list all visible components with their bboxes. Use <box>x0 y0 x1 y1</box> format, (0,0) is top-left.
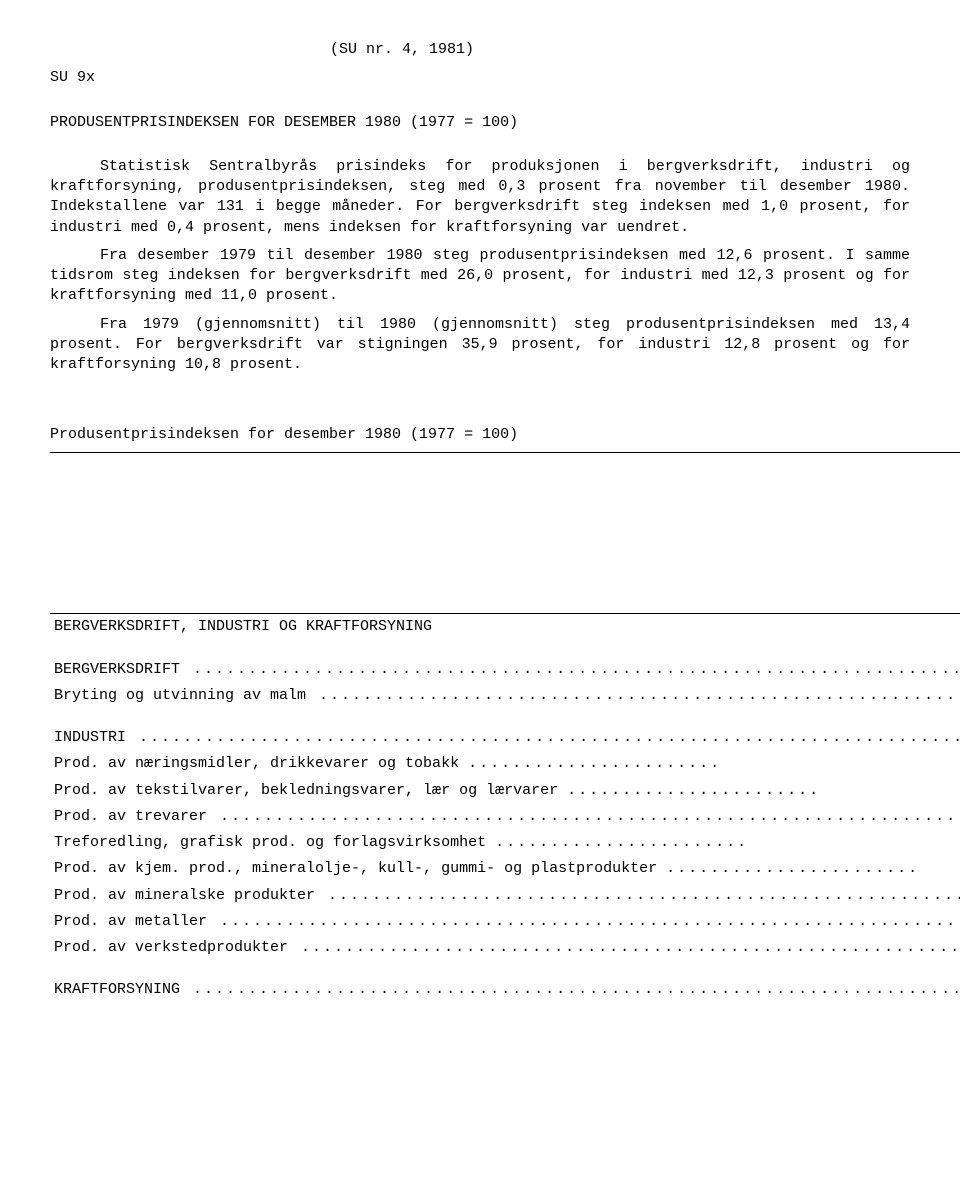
table-body: BERGVERKSDRIFT, INDUSTRI OG KRAFTFORSYNI… <box>50 614 960 1004</box>
document-title: PRODUSENTPRISINDEKSEN FOR DESEMBER 1980 … <box>50 113 910 133</box>
table-row: KRAFTFORSYNING 135-10,811,0 <box>50 977 960 1003</box>
row-label: INDUSTRI <box>50 725 960 751</box>
document-reference: (SU nr. 4, 1981) <box>330 40 474 60</box>
paragraph-3: Fra 1979 (gjennomsnitt) til 1980 (gjenno… <box>50 315 910 376</box>
spacer-row <box>50 709 960 725</box>
table-row: Prod. av trevarer 1270,113,315,3 <box>50 804 960 830</box>
table-row: INDUSTRI 1300,412,812,3 <box>50 725 960 751</box>
table-row: Treforedling, grafisk prod. og forlagsvi… <box>50 830 960 856</box>
row-label: Treforedling, grafisk prod. og forlagsvi… <box>50 830 960 856</box>
table-row: Prod. av metaller 136-0,216,54,6 <box>50 909 960 935</box>
row-label: Prod. av kjem. prod., mineralolje-, kull… <box>50 856 960 882</box>
paragraph-2: Fra desember 1979 til desember 1980 steg… <box>50 246 910 307</box>
table-title: Produsentprisindeksen for desember 1980 … <box>50 425 910 445</box>
row-label: KRAFTFORSYNING <box>50 977 960 1003</box>
table-row: Prod. av næringsmidler, drikkevarer og t… <box>50 751 960 777</box>
row-label: Prod. av trevarer <box>50 804 960 830</box>
row-label: Prod. av verkstedprodukter <box>50 935 960 961</box>
data-table: Des. 1980 Endring i prosent Nov. 1980- J… <box>50 452 960 1004</box>
table-row: BERGVERKSDRIFT 1621,035,926,0 <box>50 657 960 683</box>
table-row: Prod. av verkstedprodukter 122-9,19,4 <box>50 935 960 961</box>
row-label: Prod. av næringsmidler, drikkevarer og t… <box>50 751 960 777</box>
document-code: SU 9x <box>50 68 910 88</box>
row-label: BERGVERKSDRIFT <box>50 657 960 683</box>
spacer-row <box>50 961 960 977</box>
row-label: Prod. av tekstilvarer, bekledningsvarer,… <box>50 778 960 804</box>
table-row: BERGVERKSDRIFT, INDUSTRI OG KRAFTFORSYNI… <box>50 614 960 641</box>
spacer-row <box>50 641 960 657</box>
row-label: BERGVERKSDRIFT, INDUSTRI OG KRAFTFORSYNI… <box>50 614 960 641</box>
paragraph-1: Statistisk Sentralbyrås prisindeks for p… <box>50 157 910 238</box>
table-row: Bryting og utvinning av malm 1170,121,61… <box>50 683 960 709</box>
row-label: Bryting og utvinning av malm <box>50 683 960 709</box>
row-label: Prod. av metaller <box>50 909 960 935</box>
table-row: Prod. av tekstilvarer, bekledningsvarer,… <box>50 778 960 804</box>
table-row: Prod. av kjem. prod., mineralolje-, kull… <box>50 856 960 882</box>
row-label: Prod. av mineralske produkter <box>50 883 960 909</box>
table-row: Prod. av mineralske produkter 1310,312,3… <box>50 883 960 909</box>
